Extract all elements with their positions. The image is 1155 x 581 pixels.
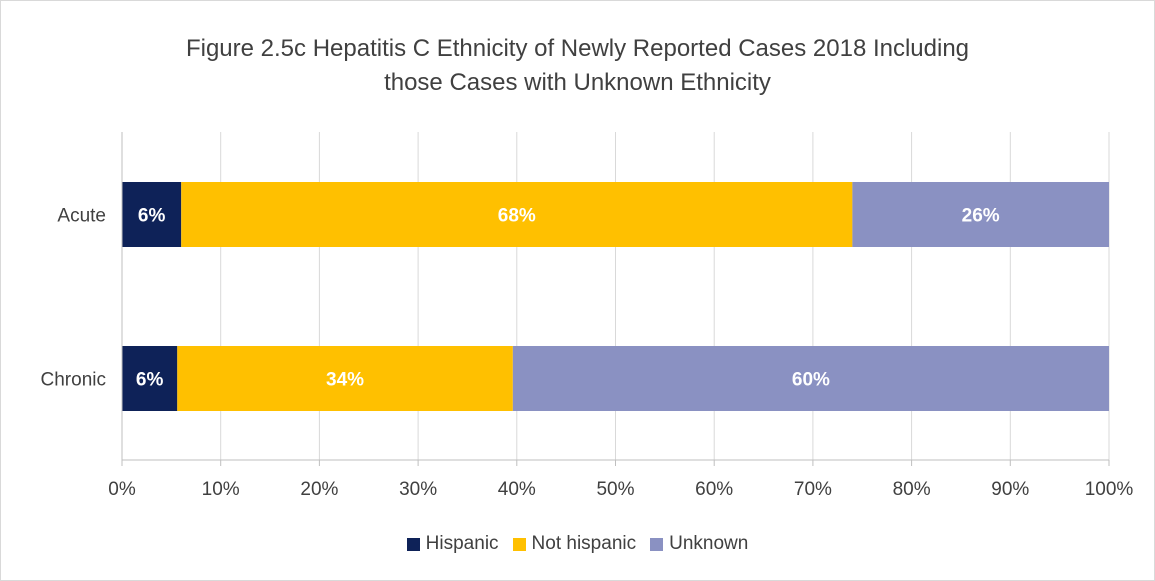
chart-title-line-2: those Cases with Unknown Ethnicity xyxy=(384,69,771,96)
legend-label-hispanic: Hispanic xyxy=(425,533,499,554)
data-label-acute-unknown: 26% xyxy=(962,206,1000,227)
x-tick-label: 10% xyxy=(202,479,240,500)
bar-acute-not-hispanic xyxy=(181,182,853,247)
x-tick-label: 60% xyxy=(695,479,733,500)
bar-acute-unknown xyxy=(852,182,1109,247)
x-tick-label: 0% xyxy=(108,479,136,500)
bar-chronic-hispanic xyxy=(122,346,178,411)
legend-item-unknown: Unknown xyxy=(650,533,748,555)
chart-title-line-1: Figure 2.5c Hepatitis C Ethnicity of New… xyxy=(185,35,970,62)
category-label-chronic: Chronic xyxy=(41,370,106,391)
x-tick-label: 20% xyxy=(300,479,338,500)
legend-swatch-unknown xyxy=(650,537,664,551)
bar-acute-hispanic xyxy=(122,182,182,247)
bar-chronic-unknown xyxy=(512,346,1109,411)
category-label-acute: Acute xyxy=(57,206,106,227)
data-label-chronic-not-hispanic: 34% xyxy=(326,370,364,391)
x-tick-label: 90% xyxy=(991,479,1029,500)
legend-label-not-hispanic: Not hispanic xyxy=(531,533,637,554)
legend-item-hispanic: Hispanic xyxy=(406,533,499,555)
x-tick-label: 50% xyxy=(596,479,634,500)
data-label-chronic-hispanic: 6% xyxy=(136,370,164,391)
x-tick-label: 40% xyxy=(498,479,536,500)
data-label-acute-hispanic: 6% xyxy=(138,206,166,227)
data-label-chronic-unknown: 60% xyxy=(792,370,830,391)
legend-label-unknown: Unknown xyxy=(669,533,749,554)
chart-title: Figure 2.5c Hepatitis C Ethnicity of New… xyxy=(0,32,1155,100)
x-tick-label: 100% xyxy=(1085,479,1134,500)
x-tick-label: 80% xyxy=(893,479,931,500)
legend: Hispanic Not hispanic Unknown xyxy=(0,533,1155,555)
bar-chronic-not-hispanic xyxy=(177,346,513,411)
data-label-acute-not-hispanic: 68% xyxy=(498,206,536,227)
x-tick-label: 30% xyxy=(399,479,437,500)
x-tick-label: 70% xyxy=(794,479,832,500)
legend-swatch-not-hispanic xyxy=(512,537,526,551)
legend-item-not-hispanic: Not hispanic xyxy=(512,533,637,555)
legend-swatch-hispanic xyxy=(406,537,420,551)
